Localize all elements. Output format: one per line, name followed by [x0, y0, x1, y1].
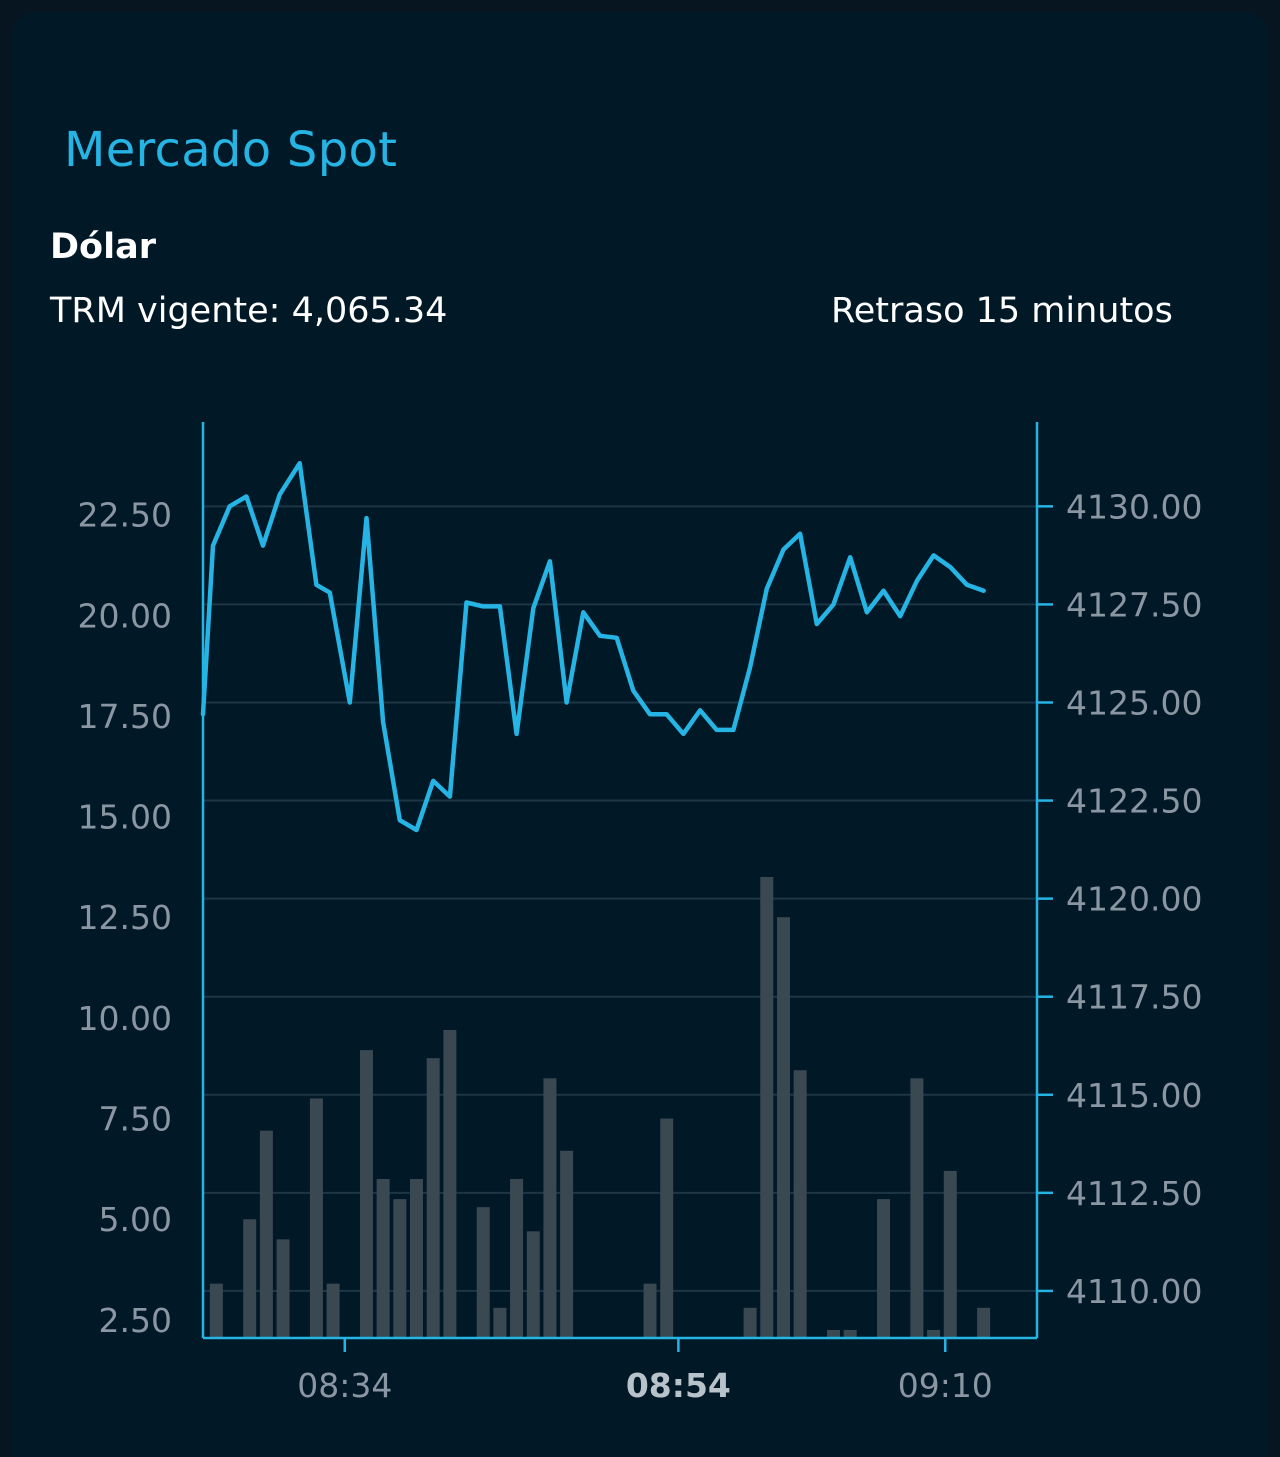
volume-bar [843, 1329, 857, 1338]
left-tick-label: 2.50 [99, 1301, 172, 1340]
volume-bar [660, 1118, 674, 1338]
volume-bar [943, 1170, 957, 1338]
right-tick-label: 4120.00 [1066, 880, 1202, 919]
tick-labels: 22.50 20.00 17.50 15.00 12.50 10.00 7.50 5.00 2.… [78, 487, 1203, 1405]
volume-bar [376, 1178, 390, 1338]
trm-value: TRM vigente: 4,065.34 [50, 291, 448, 331]
x-tick-label: 09:10 [898, 1366, 993, 1405]
left-tick-label: 20.00 [78, 596, 172, 635]
right-tick-label: 4125.00 [1066, 683, 1202, 722]
market-card [10, 12, 1270, 1457]
left-tick-label: 12.50 [78, 898, 172, 937]
page-title: Mercado Spot [64, 122, 398, 178]
volume-bar [827, 1329, 841, 1338]
volume-bar [309, 1098, 323, 1338]
volume-bar [910, 1078, 924, 1338]
right-tick-label: 4110.00 [1066, 1272, 1202, 1311]
right-tick-label: 4122.50 [1066, 782, 1202, 821]
volume-bar [743, 1307, 757, 1338]
volume-bar [643, 1283, 657, 1338]
currency-label: Dólar [50, 227, 156, 267]
left-tick-label: 22.50 [78, 496, 172, 535]
x-tick-label: 08:34 [297, 1366, 392, 1405]
delay-notice: Retraso 15 minutos [831, 291, 1173, 331]
volume-bar [927, 1329, 941, 1338]
right-tick-label: 4130.00 [1066, 487, 1202, 526]
left-tick-label: 10.00 [78, 999, 172, 1038]
volume-bar [393, 1199, 407, 1338]
volume-bar [326, 1283, 340, 1338]
left-tick-label: 7.50 [99, 1100, 172, 1139]
volume-bar [793, 1070, 807, 1338]
volume-bar [977, 1307, 991, 1338]
x-tick-label: 08:54 [626, 1366, 731, 1405]
axes [201, 422, 1053, 1352]
volume-bar [243, 1219, 257, 1338]
left-tick-label: 15.00 [78, 798, 172, 837]
volume-bar [443, 1029, 457, 1338]
volume-bar [410, 1178, 424, 1338]
left-tick-label: 5.00 [99, 1200, 172, 1239]
volume-bar [359, 1050, 373, 1338]
grid-lines [203, 505, 1037, 1292]
right-tick-label: 4127.50 [1066, 585, 1202, 624]
volume-bar [259, 1130, 273, 1338]
volume-bar [760, 876, 774, 1338]
right-tick-label: 4115.00 [1066, 1076, 1202, 1115]
left-tick-label: 17.50 [78, 697, 172, 736]
price-line [200, 460, 986, 833]
volume-bar [526, 1231, 540, 1338]
volume-bar [493, 1307, 507, 1338]
volume-bar [776, 917, 790, 1338]
right-tick-label: 4117.50 [1066, 978, 1202, 1017]
volume-bar [276, 1239, 290, 1338]
price-line-layer [200, 460, 986, 833]
volume-bar [560, 1150, 574, 1338]
volume-bar [209, 1283, 223, 1338]
volume-bar [476, 1207, 490, 1338]
volume-bar [510, 1178, 524, 1338]
right-tick-label: 4112.50 [1066, 1174, 1202, 1213]
volume-bar [543, 1078, 557, 1338]
volume-bars [209, 876, 991, 1338]
volume-bar [426, 1058, 440, 1338]
volume-bar [877, 1199, 891, 1338]
